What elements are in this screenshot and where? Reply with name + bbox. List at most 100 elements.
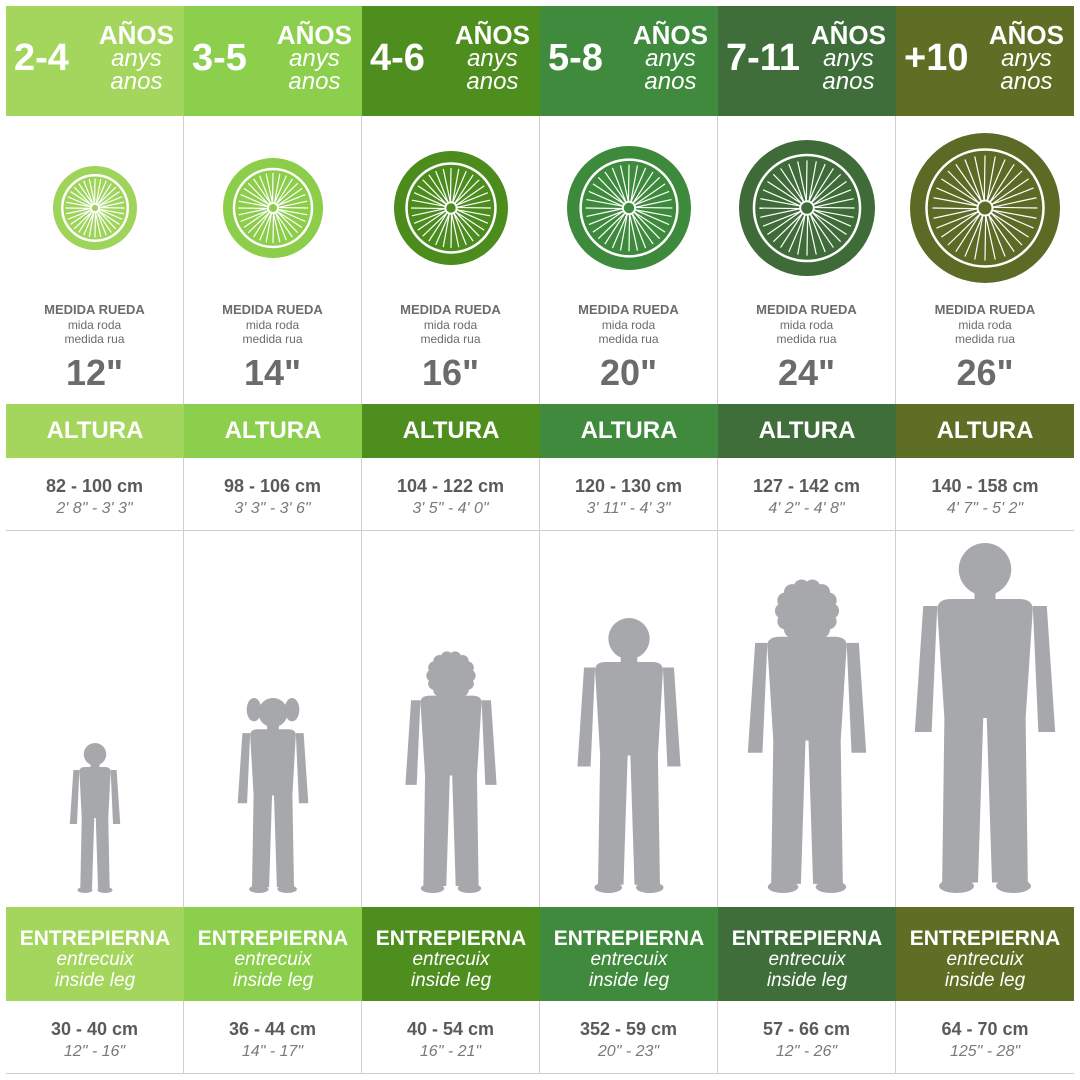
wheel-icon — [739, 140, 875, 276]
wheel-cell: MEDIDA RUEDA mida roda medida rua 14" — [184, 116, 362, 404]
age-header: +10 AÑOS anys anos — [896, 6, 1074, 116]
altura-cm: 82 - 100 cm — [45, 476, 144, 496]
wheel-label: MEDIDA RUEDA — [44, 302, 145, 317]
adult-silhouette-icon — [914, 543, 1056, 893]
altura-values: 127 - 142 cm 4' 2" - 4' 8" — [718, 458, 896, 531]
wheel-label-pt: medida rua — [954, 332, 1016, 346]
wheel-label-pt: medida rua — [420, 332, 481, 346]
age-label: AÑOS anys anos — [276, 20, 352, 95]
altura-ft: 3' 3" - 3' 6" — [234, 500, 311, 517]
entrepierna-values: 36 - 44 cm 14" - 17" — [184, 1001, 362, 1074]
age-range: +10 — [904, 37, 969, 79]
entrepierna-values: 64 - 70 cm 125" - 28" — [896, 1001, 1074, 1074]
wheel-label-ca: mida roda — [958, 318, 1012, 332]
age-header: 7-11 AÑOS anys anos — [718, 6, 896, 116]
wheel-label: MEDIDA RUEDA — [400, 302, 501, 317]
size-column: 7-11 AÑOS anys anos MEDIDA RUEDA mida ro… — [718, 6, 896, 1074]
wheel-label: MEDIDA RUEDA — [756, 302, 857, 317]
wheel-size: 24" — [777, 352, 836, 393]
altura-values: 82 - 100 cm 2' 8" - 3' 3" — [6, 458, 184, 531]
entrepierna-band: ENTREPIERNA entrecuix inside leg — [896, 907, 1074, 1001]
altura-values: 140 - 158 cm 4' 7" - 5' 2" — [896, 458, 1074, 531]
altura-ft: 3' 11" - 4' 3" — [586, 500, 671, 517]
figure-cell — [6, 531, 184, 907]
girl-pigtails-silhouette-icon — [237, 698, 309, 893]
wheel-cell: MEDIDA RUEDA mida roda medida rua 20" — [540, 116, 718, 404]
wheel-cell: MEDIDA RUEDA mida roda medida rua 26" — [896, 116, 1074, 404]
altura-ft: 4' 2" - 4' 8" — [768, 500, 845, 517]
age-range: 2-4 — [14, 37, 69, 79]
wheel-icon — [910, 133, 1060, 283]
entrepierna-band: ENTREPIERNA entrecuix inside leg — [718, 907, 896, 1001]
entrepierna-values: 30 - 40 cm 12" - 16" — [6, 1001, 184, 1074]
wheel-icon — [223, 158, 323, 258]
size-column: 4-6 AÑOS anys anos MEDIDA RUEDA mida rod… — [362, 6, 540, 1074]
age-label: AÑOS anys anos — [454, 20, 530, 95]
wheel-icon — [394, 151, 508, 265]
age-range: 4-6 — [370, 37, 425, 79]
ent-cm: 30 - 40 cm — [50, 1019, 139, 1039]
wheel-label-ca: mida roda — [779, 318, 834, 332]
toddler-silhouette-icon — [69, 743, 121, 893]
altura-band: ALTURA — [718, 404, 896, 458]
wheel-label-ca: mida roda — [601, 318, 656, 332]
boy-silhouette-icon — [577, 618, 681, 893]
wheel-label-ca: mida roda — [245, 318, 300, 332]
size-chart: 2-4 AÑOS anys anos MEDIDA RUEDA mida rod… — [6, 6, 1074, 1074]
altura-values: 98 - 106 cm 3' 3" - 3' 6" — [184, 458, 362, 531]
age-label: AÑOS anys anos — [988, 20, 1064, 95]
wheel-label-pt: medida rua — [598, 332, 659, 346]
entrepierna-values: 57 - 66 cm 12" - 26" — [718, 1001, 896, 1074]
wheel-label-pt: medida rua — [64, 332, 125, 346]
wheel-label-pt: medida rua — [242, 332, 303, 346]
figure-cell — [184, 531, 362, 907]
wheel-label-ca: mida roda — [423, 318, 478, 332]
age-label: AÑOS anys anos — [632, 20, 708, 95]
age-header: 5-8 AÑOS anys anos — [540, 6, 718, 116]
wheel-cell: MEDIDA RUEDA mida roda medida rua 16" — [362, 116, 540, 404]
altura-ft: 4' 7" - 5' 2" — [946, 500, 1024, 517]
altura-band: ALTURA — [896, 404, 1074, 458]
ent-cm: 64 - 70 cm — [941, 1019, 1029, 1039]
ent-cm: 36 - 44 cm — [228, 1019, 317, 1039]
age-range: 7-11 — [726, 37, 800, 79]
ent-in: 14" - 17" — [241, 1043, 304, 1060]
wheel-icon — [567, 146, 691, 270]
wheel-icon — [53, 166, 137, 250]
wheel-cell: MEDIDA RUEDA mida roda medida rua 24" — [718, 116, 896, 404]
altura-band: ALTURA — [540, 404, 718, 458]
ent-cm: 352 - 59 cm — [579, 1019, 678, 1039]
altura-band: ALTURA — [6, 404, 184, 458]
altura-cm: 140 - 158 cm — [931, 476, 1039, 496]
entrepierna-band: ENTREPIERNA entrecuix inside leg — [540, 907, 718, 1001]
wheel-label-pt: medida rua — [776, 332, 837, 346]
wheel-size: 12" — [65, 352, 124, 393]
entrepierna-band: ENTREPIERNA entrecuix inside leg — [184, 907, 362, 1001]
age-header: 4-6 AÑOS anys anos — [362, 6, 540, 116]
age-range: 5-8 — [548, 37, 603, 79]
entrepierna-band: ENTREPIERNA entrecuix inside leg — [6, 907, 184, 1001]
age-label: AÑOS anys anos — [98, 20, 174, 95]
curly-kid-silhouette-icon — [405, 651, 497, 893]
altura-ft: 2' 8" - 3' 3" — [56, 500, 133, 517]
wheel-label-ca: mida roda — [67, 318, 122, 332]
size-column: 2-4 AÑOS anys anos MEDIDA RUEDA mida rod… — [6, 6, 184, 1074]
altura-band: ALTURA — [184, 404, 362, 458]
figure-cell — [896, 531, 1074, 907]
curly-girl-silhouette-icon — [747, 579, 867, 893]
altura-band: ALTURA — [362, 404, 540, 458]
altura-values: 104 - 122 cm 3' 5" - 4' 0" — [362, 458, 540, 531]
ent-cm: 57 - 66 cm — [762, 1019, 851, 1039]
figure-cell — [362, 531, 540, 907]
age-range: 3-5 — [192, 37, 247, 79]
size-column: +10 AÑOS anys anos MEDIDA RUEDA mida rod… — [896, 6, 1074, 1074]
ent-in: 12" - 26" — [775, 1043, 838, 1060]
size-column: 5-8 AÑOS anys anos MEDIDA RUEDA mida rod… — [540, 6, 718, 1074]
size-column: 3-5 AÑOS anys anos MEDIDA RUEDA mida rod… — [184, 6, 362, 1074]
wheel-size: 14" — [243, 352, 302, 393]
wheel-size: 20" — [599, 352, 658, 393]
figure-cell — [540, 531, 718, 907]
age-header: 3-5 AÑOS anys anos — [184, 6, 362, 116]
wheel-size: 16" — [421, 352, 480, 393]
ent-in: 20" - 23" — [597, 1043, 660, 1060]
